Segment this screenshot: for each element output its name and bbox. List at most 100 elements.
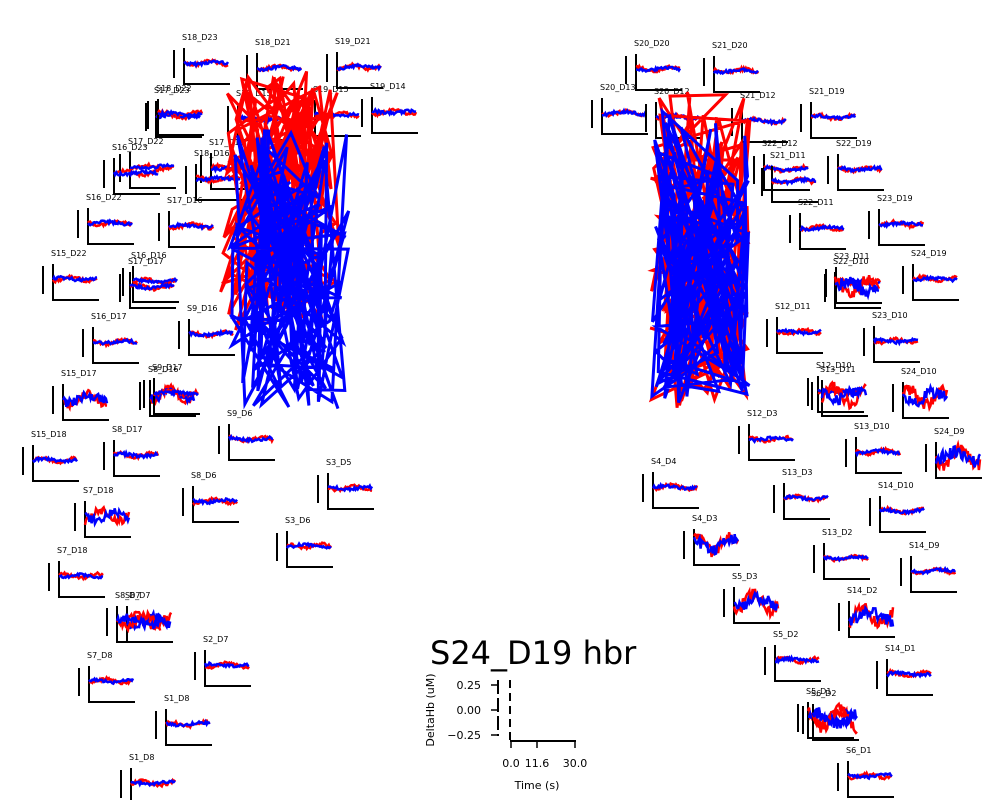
hbr-trace (847, 771, 893, 781)
hbr-trace (692, 533, 740, 557)
hbr-trace (763, 164, 809, 173)
channel-axes (902, 264, 959, 301)
channel-label: S24_D9 (934, 427, 965, 436)
hbr-trace (113, 449, 159, 460)
hbr-trace (901, 382, 949, 408)
channel-panel: S15_D22 (42, 249, 99, 301)
channel-label: S5_D3 (732, 572, 757, 581)
channel-panel: S13_D3 (773, 468, 830, 520)
channel-label: S4_D3 (692, 514, 717, 523)
channel-panel: S20_D13 (591, 83, 648, 135)
hbr-trace (129, 162, 175, 171)
hbr-trace (834, 276, 880, 301)
channel-axes (591, 98, 648, 135)
channel-label: S15_D17 (61, 369, 97, 378)
channel-panel: S16_D16 (122, 251, 179, 303)
channel-panel: S9_D17 (143, 363, 200, 415)
channel-axes (317, 473, 374, 510)
channel-panel: S4_D4 (642, 457, 699, 509)
channel-label: S22_D10 (833, 257, 869, 266)
channel-label: S8_D7 (115, 591, 140, 600)
channel-axes (82, 327, 139, 364)
hbr-trace (157, 108, 203, 119)
channel-axes (813, 543, 870, 580)
channel-axes (837, 761, 894, 798)
hbr-trace (910, 565, 957, 576)
channel-axes (194, 650, 251, 687)
hbr-trace (31, 455, 79, 465)
channel-label: S20_D12 (654, 87, 690, 96)
channel-label: S18_D22 (156, 84, 192, 93)
channel-axes (120, 768, 132, 800)
channel-axes (738, 424, 795, 461)
channel-panel: S12_D3 (738, 409, 795, 461)
hbr-trace (188, 328, 234, 339)
y-tick-label: −0.25 (447, 729, 481, 742)
channel-panel: S22_D10 (824, 257, 881, 309)
hbr-trace (336, 62, 382, 72)
hbr-trace (878, 506, 925, 516)
channel-panel: S21_D19 (800, 87, 857, 139)
channel-panel: S14_D1 (876, 644, 933, 696)
channel-axes (876, 659, 933, 696)
channel-label: S13_D10 (854, 422, 890, 431)
channel-label: S13_D3 (782, 468, 813, 477)
channel-panel: S1_D8 (120, 753, 177, 800)
channel-panel: S19_D21 (326, 37, 383, 89)
channel-axes (155, 709, 212, 746)
hbr-trace (636, 65, 682, 74)
channel-axes (703, 56, 760, 93)
channel-label: S19_D15 (313, 85, 349, 94)
hbr-trace (195, 174, 241, 183)
channel-label: S22_D19 (836, 139, 872, 148)
channel-panel: S1_D8 (155, 694, 212, 746)
channel-axes (723, 587, 780, 624)
channel-label: S21_D12 (740, 91, 776, 100)
y-axis-label: DeltaHb (uM) (424, 673, 437, 746)
channel-axes (276, 531, 333, 568)
channel-axes (78, 666, 135, 703)
channel-panel: S17_D17 (119, 257, 176, 309)
hbr-trace (165, 718, 211, 728)
channel-axes (827, 154, 884, 191)
hbr-trace (748, 435, 794, 445)
hbr-trace (203, 660, 250, 670)
hbr-trace (285, 541, 332, 550)
hbr-trace (602, 107, 648, 118)
channel-label: S16_D16 (131, 251, 167, 260)
channel-panel: S16_D17 (82, 312, 139, 364)
channel-panel: S14_D10 (869, 481, 926, 533)
channel-label: S6_D2 (811, 689, 836, 698)
channel-label: S17_D17 (128, 257, 164, 266)
channel-panel: S7_D18 (48, 546, 105, 598)
channel-axes (119, 152, 176, 189)
channel-label: S20_D13 (600, 83, 636, 92)
hbr-trace (886, 669, 932, 679)
hbr-trace (51, 274, 98, 283)
channel-panel: S22_D11 (789, 198, 846, 250)
hbo-trace (195, 174, 241, 185)
channel-label: S17_D15 (209, 138, 245, 147)
channel-axes (789, 213, 846, 250)
channel-label: S17_D22 (128, 137, 164, 146)
hbr-trace (129, 282, 175, 291)
channel-label: S3_D6 (285, 516, 310, 525)
channel-axes (77, 208, 134, 245)
channel-axes (119, 272, 176, 309)
channel-axes (122, 266, 179, 303)
channel-label: S19_D14 (370, 82, 406, 91)
hbr-trace (837, 164, 883, 174)
channel-axes (925, 442, 982, 479)
channel-axes (178, 319, 235, 356)
channel-label: S12_D10 (816, 361, 852, 370)
channel-panel: S9_D16 (178, 304, 235, 356)
hbr-trace (183, 59, 230, 69)
channel-axes (52, 384, 109, 421)
channel-label: S23_D10 (872, 311, 908, 320)
hbr-trace (771, 175, 817, 187)
hbr-trace (115, 613, 163, 632)
channel-axes (869, 496, 926, 533)
hbr-trace (112, 167, 159, 178)
hbr-trace (168, 221, 214, 232)
hbr-trace (822, 554, 869, 563)
